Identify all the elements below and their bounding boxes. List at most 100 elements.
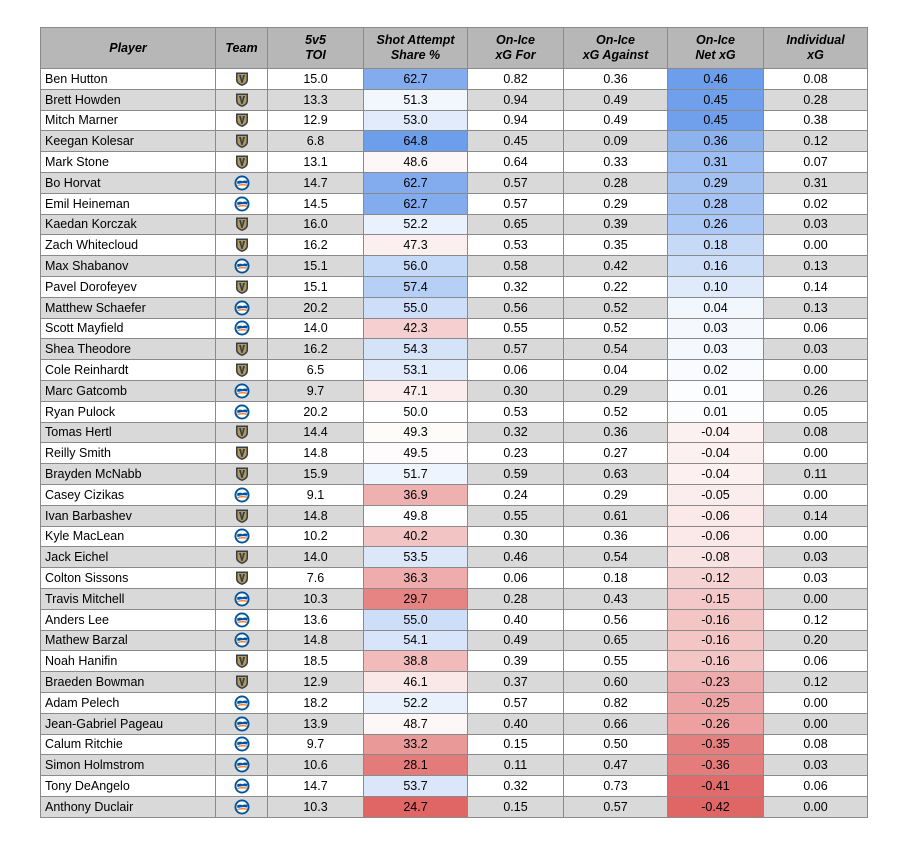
table-row: Anthony Duclair 10.3 24.7 0.15 0.57 -0.42 0.00 (40, 795, 868, 818)
table-body: Ben Hutton 15.0 62.7 0.82 0.36 0.46 0.08 Brett … (40, 68, 868, 818)
shot-attempt-share-cell: 53.7 (363, 775, 468, 797)
toi-cell: 9.7 (267, 733, 364, 756)
shot-attempt-share-cell: 53.0 (363, 109, 468, 132)
net-xg-cell: 0.28 (667, 192, 764, 215)
xg-for-cell: 0.45 (467, 130, 564, 153)
shot-attempt-share-cell: 28.1 (363, 754, 468, 777)
table-row: Casey Cizikas 9.1 36.9 0.24 0.29 -0.05 0.00 (40, 483, 868, 506)
team-cell (215, 795, 268, 818)
team-cell (215, 400, 268, 423)
vegas-golden-knights-logo-icon (234, 279, 250, 295)
player-stats-table: Player Team 5v5 TOI Shot Attempt Share % O… (40, 27, 868, 818)
player-name-cell: Anthony Duclair (40, 795, 216, 818)
shot-attempt-share-cell: 51.3 (363, 88, 468, 111)
column-header-text: Net xG (695, 48, 736, 62)
vegas-golden-knights-logo-icon (234, 154, 250, 170)
xg-for-cell: 0.94 (467, 109, 564, 132)
vegas-golden-knights-logo-icon (234, 570, 250, 586)
team-cell (215, 754, 268, 777)
net-xg-cell: 0.26 (667, 213, 764, 236)
new-york-islanders-logo-icon (234, 404, 250, 420)
net-xg-cell: -0.25 (667, 691, 764, 714)
toi-cell: 10.3 (267, 587, 364, 610)
new-york-islanders-logo-icon (234, 591, 250, 607)
xg-against-cell: 0.29 (563, 379, 668, 402)
xg-against-cell: 0.54 (563, 338, 668, 361)
player-name-cell: Bo Horvat (40, 171, 216, 194)
toi-cell: 6.5 (267, 359, 364, 381)
player-name-cell: Keegan Kolesar (40, 130, 216, 153)
toi-cell: 14.8 (267, 442, 364, 465)
individual-xg-cell: 0.28 (763, 88, 868, 111)
new-york-islanders-logo-icon (234, 695, 250, 711)
team-cell (215, 151, 268, 173)
xg-against-cell: 0.60 (563, 671, 668, 693)
xg-against-cell: 0.29 (563, 483, 668, 506)
toi-cell: 14.8 (267, 504, 364, 527)
individual-xg-cell: 0.00 (763, 525, 868, 548)
table-row: Marc Gatcomb 9.7 47.1 0.30 0.29 0.01 0.26 (40, 379, 868, 402)
new-york-islanders-logo-icon (234, 612, 250, 628)
net-xg-cell: 0.36 (667, 130, 764, 153)
player-name-cell: Tony DeAngelo (40, 775, 216, 797)
individual-xg-cell: 0.06 (763, 775, 868, 797)
vegas-golden-knights-logo-icon (234, 71, 250, 87)
team-cell (215, 525, 268, 548)
table-row: Ryan Pulock 20.2 50.0 0.53 0.52 0.01 0.05 (40, 400, 868, 423)
xg-against-cell: 0.04 (563, 359, 668, 381)
column-header-text: Share % (390, 48, 441, 62)
xg-for-cell: 0.30 (467, 525, 564, 548)
table-row: Braeden Bowman 12.9 46.1 0.37 0.60 -0.23 0.12 (40, 671, 868, 693)
individual-xg-cell: 0.00 (763, 795, 868, 818)
table-row: Noah Hanifin 18.5 38.8 0.39 0.55 -0.16 0.06 (40, 650, 868, 673)
vegas-golden-knights-logo-icon (234, 445, 250, 461)
xg-for-cell: 0.32 (467, 421, 564, 444)
column-header-text: On-Ice (496, 33, 535, 47)
table-row: Keegan Kolesar 6.8 64.8 0.45 0.09 0.36 0.12 (40, 130, 868, 153)
net-xg-cell: 0.01 (667, 379, 764, 402)
xg-for-cell: 0.82 (467, 68, 564, 90)
team-cell (215, 775, 268, 797)
xg-for-cell: 0.15 (467, 795, 564, 818)
vegas-golden-knights-logo-icon (234, 508, 250, 524)
xg-against-cell: 0.55 (563, 650, 668, 673)
player-name-cell: Shea Theodore (40, 338, 216, 361)
shot-attempt-share-cell: 52.2 (363, 691, 468, 714)
net-xg-cell: -0.06 (667, 504, 764, 527)
xg-against-cell: 0.29 (563, 192, 668, 215)
toi-cell: 14.7 (267, 775, 364, 797)
shot-attempt-share-cell: 51.7 (363, 463, 468, 485)
table-row: Emil Heineman 14.5 62.7 0.57 0.29 0.28 0.02 (40, 192, 868, 215)
shot-attempt-share-cell: 36.3 (363, 567, 468, 589)
xg-against-cell: 0.36 (563, 421, 668, 444)
column-header-text: Shot Attempt (376, 33, 455, 47)
shot-attempt-share-cell: 47.1 (363, 379, 468, 402)
individual-xg-cell: 0.00 (763, 587, 868, 610)
xg-against-cell: 0.57 (563, 795, 668, 818)
player-name-cell: Kyle MacLean (40, 525, 216, 548)
table-row: Mathew Barzal 14.8 54.1 0.49 0.65 -0.16 0.20 (40, 629, 868, 652)
team-cell (215, 712, 268, 735)
net-xg-cell: 0.45 (667, 88, 764, 111)
player-name-cell: Colton Sissons (40, 567, 216, 589)
net-xg-cell: -0.16 (667, 650, 764, 673)
xg-for-cell: 0.24 (467, 483, 564, 506)
toi-cell: 16.0 (267, 213, 364, 236)
individual-xg-cell: 0.00 (763, 712, 868, 735)
vegas-golden-knights-logo-icon (234, 674, 250, 690)
table-row: Cole Reinhardt 6.5 53.1 0.06 0.04 0.02 0.00 (40, 359, 868, 381)
table-row: Scott Mayfield 14.0 42.3 0.55 0.52 0.03 0.06 (40, 317, 868, 340)
xg-for-cell: 0.55 (467, 317, 564, 340)
toi-cell: 14.0 (267, 317, 364, 340)
shot-attempt-share-cell: 62.7 (363, 68, 468, 90)
table-row: Adam Pelech 18.2 52.2 0.57 0.82 -0.25 0.00 (40, 691, 868, 714)
individual-xg-cell: 0.13 (763, 296, 868, 319)
toi-cell: 10.3 (267, 795, 364, 818)
team-cell (215, 255, 268, 277)
toi-cell: 14.8 (267, 629, 364, 652)
new-york-islanders-logo-icon (234, 487, 250, 503)
shot-attempt-share-cell: 49.3 (363, 421, 468, 444)
column-header-text: On-Ice (596, 33, 635, 47)
new-york-islanders-logo-icon (234, 716, 250, 732)
player-name-cell: Zach Whitecloud (40, 234, 216, 257)
